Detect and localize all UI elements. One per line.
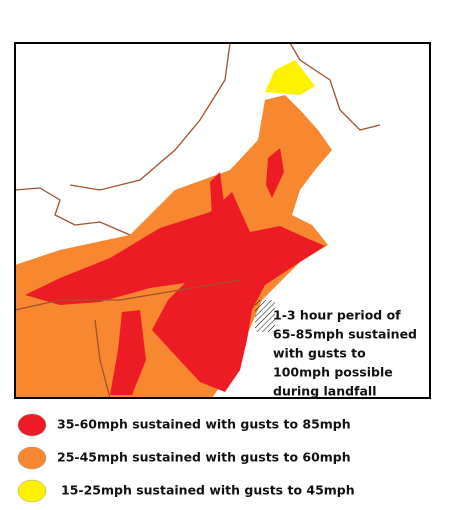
zone-red (25, 192, 325, 392)
legend-label: 15-25mph sustained with gusts to 45mph (61, 483, 355, 498)
annotation-line: 1-3 hour period of (273, 308, 401, 323)
legend-swatch (17, 446, 47, 470)
annotation: 1-3 hour period of 65-85mph sustained with… (273, 308, 417, 399)
zone-yellow (265, 60, 315, 95)
border (94, 319, 111, 399)
border (14, 279, 241, 311)
legend-label: 25-45mph sustained with gusts to 60mph (57, 450, 351, 465)
landfall-area (255, 300, 275, 332)
annotation-line: 100mph possible (273, 365, 393, 380)
annotation-line: during landfall (273, 384, 377, 399)
annotation-line: with gusts to (273, 346, 366, 361)
legend-swatch (17, 479, 47, 503)
annotation-line: 65-85mph sustained (273, 327, 417, 342)
map-area (14, 42, 431, 399)
legend-swatch (17, 413, 47, 437)
legend-label: 35-60mph sustained with gusts to 85mph (57, 417, 351, 432)
border (289, 42, 381, 131)
map-frame (14, 42, 431, 399)
border (69, 42, 231, 191)
border (14, 187, 131, 236)
zone-red-streak (110, 310, 146, 395)
legend: 35-60mph sustained with gusts to 85mph 25… (17, 413, 355, 503)
zone-red-streak (210, 172, 225, 215)
zone-red-streak (266, 148, 284, 198)
